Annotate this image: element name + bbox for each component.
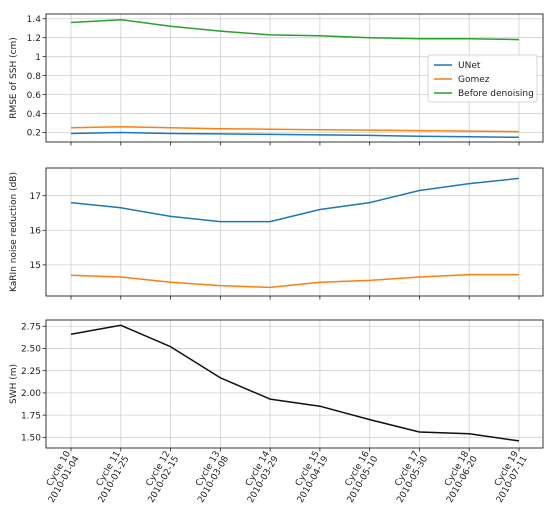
y-tick-label: 1.4 (27, 15, 42, 25)
y-tick-label: 2.25 (21, 367, 41, 377)
legend-entry: UNet (458, 61, 481, 71)
series-line-2-2 (70, 273, 519, 289)
y-tick-label: 0.8 (27, 72, 42, 82)
y-tick-label: 0.4 (27, 110, 42, 120)
panel-2: 15 16 17 KaRIn noise reduction (dB) (9, 167, 544, 300)
y-tick-label: 0.6 (27, 91, 42, 101)
series-line-gomez (70, 126, 520, 133)
series-line-3-1 (70, 324, 520, 442)
y-tick-label: 0.2 (27, 129, 41, 139)
legend-entry: Before denoising (458, 89, 534, 99)
y-axis-label: RMSE of SSH (cm) (9, 37, 19, 119)
y-tick-label: 2.00 (21, 389, 41, 399)
axes-frame (45, 319, 544, 449)
series-line-2-1 (70, 177, 520, 223)
y-axis-label: KaRIn noise reduction (dB) (9, 172, 19, 292)
axes-frame (45, 13, 544, 143)
legend-entry: Gomez (458, 75, 490, 85)
y-tick-label: 16 (30, 226, 42, 236)
series-line-unet (70, 131, 520, 139)
series-line-before-denoising (70, 18, 520, 41)
legend: UNet Gomez Before denoising (427, 54, 538, 103)
panel-1: 0.2 0.4 0.6 0.8 1 1.2 1.4 RMSE of SSH (cm) UNet G… (9, 13, 544, 146)
panel-3: 1.50 1.75 2.00 2.25 2.50 2.75 SWH (m) (9, 319, 544, 452)
y-tick-label: 2.75 (21, 322, 41, 332)
y-axis-label: SWH (m) (9, 364, 19, 404)
axes-frame (45, 167, 544, 297)
y-tick-label: 1.2 (27, 34, 41, 44)
y-tick-label: 17 (30, 192, 41, 202)
y-tick-label: 2.50 (21, 345, 41, 355)
y-tick-label: 1 (35, 53, 41, 63)
legend-box (427, 54, 538, 103)
y-tick-label: 1.75 (21, 411, 41, 421)
y-tick-label: 1.50 (21, 434, 41, 444)
y-tick-label: 15 (30, 261, 41, 271)
